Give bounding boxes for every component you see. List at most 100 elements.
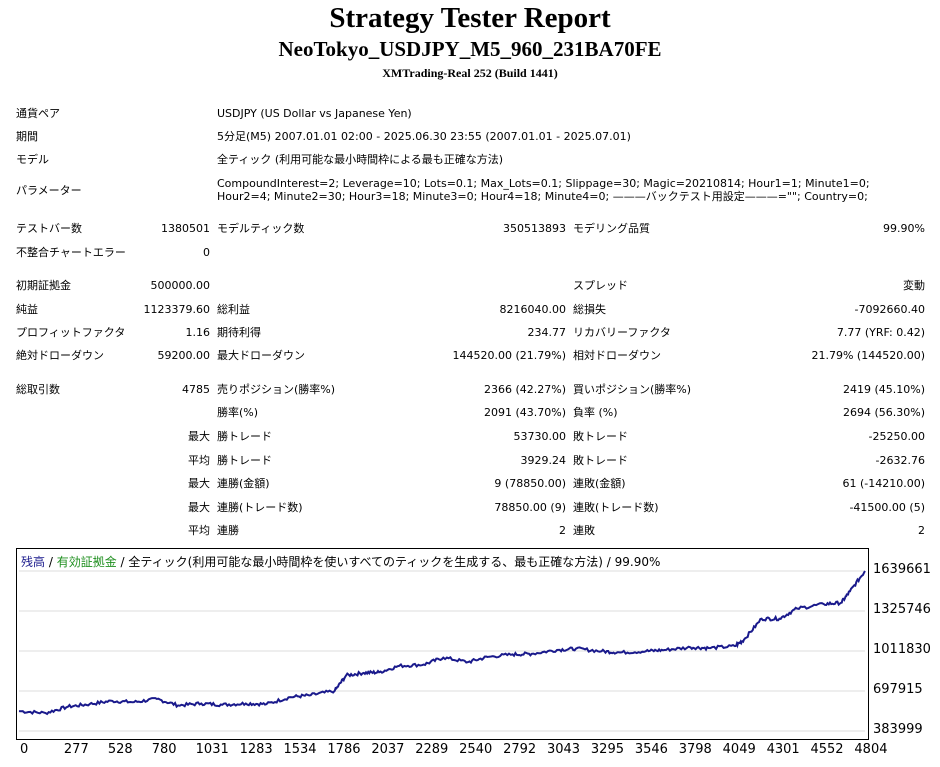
legend-model: 全ティック(利用可能な最小時間枠を使いすべてのティックを生成する、最も正確な方法… <box>128 555 661 569</box>
bars-value: 1380501 <box>161 222 210 235</box>
max-prefix: 最大 <box>188 477 210 490</box>
y-tick-label: 1011830 <box>873 642 931 657</box>
chart-plot-area <box>18 570 866 732</box>
gross-profit-value: 8216040.00 <box>499 303 566 316</box>
params-value: CompoundInterest=2; Leverage=10; Lots=0.… <box>217 177 870 203</box>
x-tick-label: 528 <box>107 742 133 757</box>
total-trades-value: 4785 <box>182 383 210 396</box>
report-subtitle: NeoTokyo_USDJPY_M5_960_231BA70FE <box>278 37 662 61</box>
bars-label: テストバー数 <box>16 222 82 235</box>
loss-rate-label: 負率 (%) <box>573 406 618 419</box>
x-tick-label: 1031 <box>195 742 229 757</box>
period-label: 期間 <box>16 130 38 143</box>
net-label: 純益 <box>16 303 38 316</box>
rel-dd-label: 相対ドローダウン <box>573 349 661 362</box>
long-label: 買いポジション(勝率%) <box>573 383 692 396</box>
chart-legend: 残高 / 有効証拠金 / 全ティック(利用可能な最小時間枠を使いすべてのティック… <box>21 553 660 570</box>
x-tick-label: 3295 <box>590 742 624 757</box>
quality-value: 99.90% <box>883 222 925 235</box>
cons-wins-trades-value: 78850.00 (9) <box>494 501 566 514</box>
x-tick-label: 2037 <box>371 742 405 757</box>
win-rate-value: 2091 (43.70%) <box>483 406 566 419</box>
mismatch-label: 不整合チャートエラー <box>16 246 126 259</box>
period-value: 5分足(M5) 2007.01.01 02:00 - 2025.06.30 23… <box>217 130 631 143</box>
y-tick-label: 383999 <box>873 722 923 737</box>
max-dd-label: 最大ドローダウン <box>217 349 305 362</box>
expected-value: 234.77 <box>527 326 567 339</box>
cons-wins-amt-value: 9 (78850.00) <box>494 477 566 490</box>
y-tick-label: 1325746 <box>873 601 931 617</box>
model-label: モデル <box>16 153 49 166</box>
abs-dd-value: 59200.00 <box>157 349 211 362</box>
gross-profit-label: 総利益 <box>217 303 250 316</box>
legend-equity: 有効証拠金 <box>56 555 117 569</box>
deposit-value: 500000.00 <box>150 279 211 292</box>
balance-line <box>18 570 866 716</box>
cons-loss-amt-value: 61 (-14210.00) <box>842 477 925 490</box>
cons-loss-trades-value: -41500.00 (5) <box>849 501 925 514</box>
x-tick-label: 4301 <box>766 742 800 757</box>
largest-win-label: 勝トレード <box>217 430 272 443</box>
avg-win-label: 勝トレード <box>217 454 272 467</box>
legend-balance: 残高 <box>21 555 46 569</box>
pf-value: 1.16 <box>185 326 211 339</box>
x-tick-label: 4804 <box>854 742 888 757</box>
x-tick-label: 3043 <box>546 742 581 757</box>
loss-rate-value: 2694 (56.30%) <box>842 406 925 419</box>
largest-win-value: 53730.00 <box>513 430 567 443</box>
spread-value: 変動 <box>903 279 925 292</box>
y-tick-label: 1639661 <box>873 562 931 577</box>
max-prefix: 最大 <box>188 501 210 514</box>
avg-cons-wins-label: 連勝 <box>217 524 239 537</box>
cons-wins-trades-label: 連勝(トレード数) <box>217 501 303 514</box>
total-trades-label: 総取引数 <box>16 383 60 396</box>
model-value: 全ティック (利用可能な最小時間枠による最も正確な方法) <box>217 153 504 166</box>
recovery-value: 7.77 (YRF: 0.42) <box>836 326 925 339</box>
legend-sep: / <box>45 555 57 569</box>
x-tick-label: 780 <box>151 742 177 757</box>
expected-label: 期待利得 <box>217 326 261 339</box>
x-tick-label: 3546 <box>634 742 668 757</box>
cons-loss-trades-label: 連敗(トレード数) <box>573 501 659 514</box>
mismatch-value: 0 <box>203 246 210 259</box>
ticks-label: モデルティック数 <box>217 222 305 235</box>
params-label: パラメーター <box>16 184 82 197</box>
server-name: XMTrading-Real 252 (Build 1441) <box>382 66 558 80</box>
win-rate-label: 勝率(%) <box>217 406 259 419</box>
quality-label: モデリング品質 <box>573 222 650 235</box>
avg-win-value: 3929.24 <box>520 454 567 467</box>
cons-wins-amt-label: 連勝(金額) <box>217 477 270 490</box>
x-tick-label: 2289 <box>415 742 449 757</box>
symbol-value: USDJPY (US Dollar vs Japanese Yen) <box>217 107 412 120</box>
cons-loss-amt-label: 連敗(金額) <box>573 477 626 490</box>
pf-label: プロフィットファクタ <box>16 326 126 339</box>
short-value: 2366 (42.27%) <box>483 383 566 396</box>
abs-dd-label: 絶対ドローダウン <box>16 349 104 362</box>
avg-cons-loss-label: 連敗 <box>573 524 595 537</box>
avg-loss-label: 敗トレード <box>573 454 628 467</box>
largest-loss-value: -25250.00 <box>868 430 925 443</box>
avg-cons-loss-value: 2 <box>918 524 925 537</box>
balance-chart: 残高 / 有効証拠金 / 全ティック(利用可能な最小時間枠を使いすべてのティック… <box>16 548 869 740</box>
x-tick-label: 2792 <box>503 742 537 757</box>
ticks-value: 350513893 <box>503 222 566 235</box>
net-value: 1123379.60 <box>143 303 210 316</box>
legend-sep: / <box>116 555 129 569</box>
spread-label: スプレッド <box>573 279 628 292</box>
x-tick-label: 3798 <box>678 742 712 757</box>
x-tick-label: 1283 <box>239 742 273 757</box>
recovery-label: リカバリーファクタ <box>573 326 671 339</box>
symbol-label: 通貨ペア <box>16 107 60 120</box>
x-tick-label: 2540 <box>459 742 493 757</box>
x-tick-label: 1786 <box>327 742 361 757</box>
y-tick-label: 697915 <box>873 681 923 697</box>
x-tick-label: 4552 <box>810 742 844 757</box>
max-prefix: 最大 <box>188 430 210 443</box>
avg-prefix: 平均 <box>188 524 210 537</box>
max-dd-value: 144520.00 (21.79%) <box>452 349 566 362</box>
x-tick-label: 0 <box>20 742 29 757</box>
deposit-label: 初期証拠金 <box>16 279 71 292</box>
x-tick-label: 1534 <box>283 742 317 757</box>
x-tick-label: 277 <box>63 742 89 757</box>
largest-loss-label: 敗トレード <box>573 430 628 443</box>
